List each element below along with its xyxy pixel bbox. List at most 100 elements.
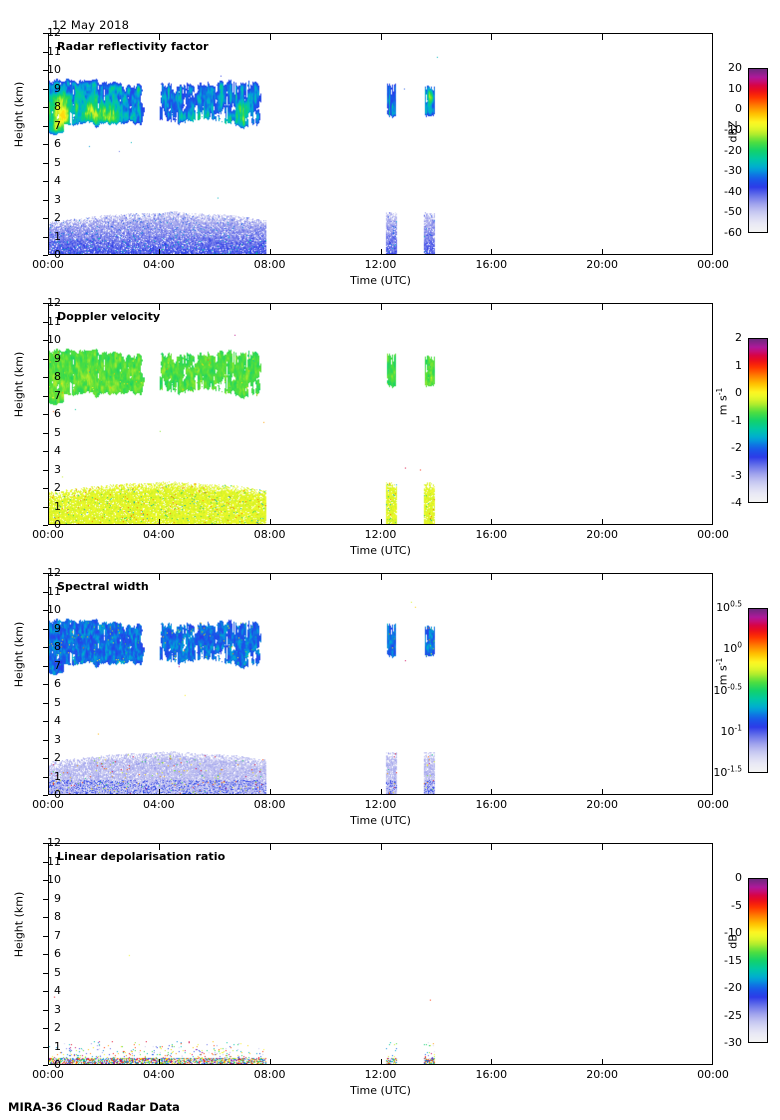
y-axis-tick-mark: [43, 199, 48, 201]
colorbar-tick-label: -3: [731, 468, 742, 482]
y-axis-tick-label: 1: [54, 1039, 61, 1053]
plot-area-reflectivity[interactable]: [48, 33, 713, 255]
colorbar-tick-label: -1: [731, 413, 742, 427]
y-axis-tick-label: 9: [54, 621, 61, 635]
x-axis-tick-mark: [48, 34, 49, 40]
x-axis-tick-mark: [269, 34, 271, 40]
plot-area-ldr[interactable]: [48, 843, 713, 1065]
y-axis-tick-mark: [43, 255, 48, 256]
x-axis-tick-mark: [269, 1059, 271, 1065]
y-axis-tick-mark: [43, 236, 48, 238]
x-axis-tick-mark: [491, 249, 493, 255]
y-axis-tick-label: 3: [54, 192, 61, 206]
plot-area-doppler[interactable]: [48, 303, 713, 525]
x-axis-tick-label: 04:00: [142, 258, 175, 271]
y-axis-tick-mark: [43, 1009, 48, 1011]
x-axis-tick-label: 16:00: [475, 258, 508, 271]
x-axis-tick-mark: [48, 789, 49, 795]
x-axis-tick-mark: [380, 519, 382, 525]
y-axis-tick-label: 10: [47, 63, 61, 76]
y-axis-tick-label: 8: [54, 100, 61, 113]
y-axis-tick-label: 3: [54, 1002, 61, 1016]
y-axis-tick-mark: [43, 1028, 48, 1029]
x-axis-tick-mark: [158, 304, 160, 310]
colorbar-tick-label: -25: [724, 1008, 742, 1022]
y-axis-tick-mark: [43, 70, 48, 71]
x-axis-tick-label: 04:00: [142, 798, 175, 811]
colorbar-tick-label: 100.5: [716, 599, 742, 614]
colorbar-tick-label: -30: [724, 164, 742, 178]
y-axis-tick-label: 12: [47, 296, 61, 309]
y-axis-tick-label: 11: [47, 314, 61, 328]
x-axis-tick-mark: [712, 789, 713, 795]
y-axis-tick-mark: [43, 162, 48, 164]
y-axis-tick-label: 8: [54, 910, 61, 923]
x-axis-tick-mark: [712, 1059, 713, 1065]
colorbar-tick-label: -30: [724, 1036, 742, 1049]
y-axis-tick-mark: [43, 628, 48, 630]
x-axis-tick-label: 12:00: [364, 528, 397, 541]
y-axis-tick-label: 1: [54, 769, 61, 783]
y-axis-tick-label: 0: [54, 248, 61, 261]
colorbar-tick-label: -10: [724, 926, 742, 939]
colorbar-tick-label: -20: [724, 981, 742, 994]
x-axis-tick-mark: [491, 34, 493, 40]
colorbar-reflectivity: [748, 68, 768, 233]
x-axis-tick-mark: [48, 519, 49, 525]
y-axis-tick-label: 12: [47, 26, 61, 39]
x-axis-tick-mark: [48, 574, 49, 580]
y-axis-tick-mark: [43, 721, 48, 722]
y-axis-tick-label: 9: [54, 81, 61, 95]
x-axis-tick-label: 08:00: [253, 1068, 286, 1081]
y-axis-tick-label: 2: [54, 211, 61, 224]
panel-linear-depolarisation-ratio: Height (km) Linear depolarisation ratio …: [0, 810, 780, 1097]
y-axis-tick-label: 5: [54, 965, 61, 979]
y-axis-tick-label: 0: [54, 1058, 61, 1071]
y-axis-tick-mark: [43, 107, 48, 108]
y-axis-tick-mark: [43, 795, 48, 796]
y-axis-tick-mark: [43, 861, 48, 863]
colorbar-tick-label: 1: [735, 358, 742, 372]
colorbar-doppler: [748, 338, 768, 503]
x-axis-tick-mark: [491, 574, 493, 580]
x-axis-tick-mark: [269, 249, 271, 255]
y-axis-tick-label: 5: [54, 155, 61, 169]
colorbar-tick-label: -5: [731, 898, 742, 912]
y-axis-tick-label: 4: [54, 174, 61, 187]
x-axis-tick-label: 16:00: [475, 1068, 508, 1081]
y-axis-tick-label: 7: [54, 118, 61, 132]
y-axis-tick-mark: [43, 610, 48, 611]
y-axis-tick-label: 2: [54, 1021, 61, 1034]
x-axis-tick-label: 20:00: [586, 528, 618, 541]
y-axis-tick-label: 4: [54, 984, 61, 997]
plot-area-spectral-width[interactable]: [48, 573, 713, 795]
date-label: 12 May 2018: [52, 18, 130, 32]
x-axis-tick-mark: [380, 574, 382, 580]
y-axis-label: Height (km): [12, 81, 26, 148]
colorbar-tick-label: 10-1: [720, 723, 742, 738]
y-axis-tick-label: 7: [54, 928, 61, 942]
y-axis-tick-mark: [43, 758, 48, 759]
y-axis-tick-mark: [43, 51, 48, 53]
y-axis-tick-mark: [43, 144, 48, 145]
x-axis-tick-label: 20:00: [586, 258, 618, 271]
x-axis-tick-label: 00:00: [697, 258, 729, 271]
colorbar-tick-label: -60: [724, 226, 742, 239]
y-axis-tick-label: 2: [54, 751, 61, 764]
x-axis-tick-label: 08:00: [253, 798, 286, 811]
x-axis-tick-mark: [48, 1059, 49, 1065]
colorbar-tick-label: -40: [724, 184, 742, 198]
x-axis-tick-mark: [380, 249, 382, 255]
colorbar-tick-label: 20: [728, 61, 742, 74]
x-axis-tick-mark: [602, 34, 604, 40]
y-axis-tick-mark: [43, 506, 48, 508]
y-axis-tick-mark: [43, 776, 48, 778]
x-axis-tick-mark: [269, 574, 271, 580]
x-axis-tick-mark: [491, 789, 493, 795]
y-axis-tick-label: 9: [54, 891, 61, 905]
colorbar-tick-label: -10: [724, 122, 742, 136]
y-axis-tick-label: 10: [47, 333, 61, 346]
y-axis-tick-label: 4: [54, 444, 61, 457]
y-axis-tick-label: 9: [54, 351, 61, 365]
